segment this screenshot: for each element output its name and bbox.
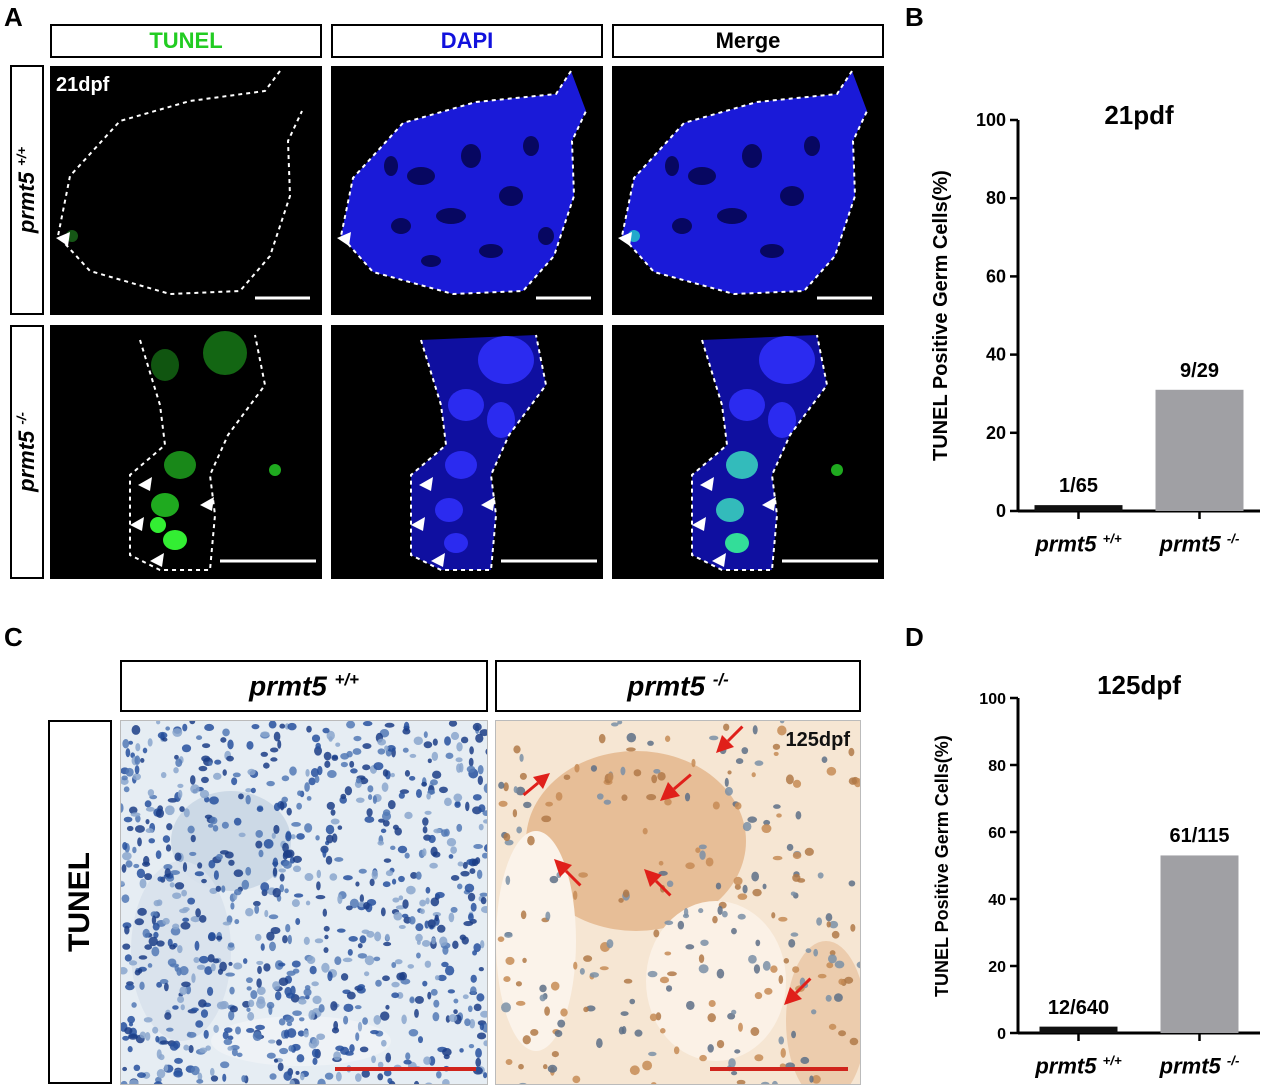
row-label-tunel-ihc-text: TUNEL (63, 852, 96, 952)
row-label-mutant-text: prmt5 -/- (13, 412, 40, 492)
stage-label-125dpf: 125dpf (785, 729, 850, 751)
ihc-image-mutant: 125dpf (495, 720, 861, 1085)
row-label-wildtype: prmt5 +/+ (10, 65, 44, 315)
y-tick-label: 100 (976, 110, 1006, 130)
row-label-tunel-ihc: TUNEL (48, 720, 112, 1084)
column-header-dapi: DAPI (331, 24, 603, 58)
micrograph-merge-wildtype (612, 66, 884, 315)
micrograph-dapi-mutant (331, 325, 603, 579)
red-arrow-icon (660, 773, 692, 801)
bar-0 (1034, 505, 1123, 511)
y-tick-label: 60 (988, 825, 1006, 842)
x-category-label-0: prmt5 +/+ (1035, 1053, 1122, 1079)
chart-svg-1: 0 20 40 60 80 100 (979, 691, 1260, 1043)
y-tick-label: 40 (986, 345, 1006, 365)
x-category-label-1: prmt5 -/- (1159, 1053, 1240, 1079)
chart-21dpf: 0 20 40 60 80 100 1/65 prmt5 +/+ 9/29 prmt5 -/- 21… (920, 90, 1260, 590)
chart-title: 21pdf (1104, 100, 1174, 130)
y-tick-label: 60 (986, 266, 1006, 286)
bar-1 (1160, 855, 1239, 1033)
chart-svg-0: 0 20 40 60 80 100 (976, 110, 1260, 521)
x-category-label-0: prmt5 +/+ (1035, 531, 1122, 557)
red-arrow-icon (716, 725, 744, 753)
bar-label-0: 1/65 (1059, 475, 1098, 498)
ihc-image-wildtype (120, 720, 488, 1085)
y-tick-label: 100 (979, 691, 1006, 708)
bar-label-1: 9/29 (1180, 359, 1219, 382)
x-category-label-1: prmt5 -/- (1159, 531, 1240, 557)
panel-letter-c: C (4, 622, 23, 652)
y-tick-label: 80 (988, 758, 1006, 775)
column-header-merge-text: Merge (715, 28, 781, 53)
column-header-ihc-wildtype-text: prmt5 +/+ (249, 669, 359, 702)
red-arrow-icon (784, 977, 812, 1005)
micrograph-dapi-wildtype (331, 66, 603, 315)
y-axis-label: TUNEL Positive Germ Cells(%) (930, 170, 952, 461)
panel-letter-d: D (905, 622, 924, 652)
micrograph-merge-mutant (612, 325, 884, 579)
stage-label-21dpf: 21dpf (56, 74, 110, 96)
panel-letter-a: A (4, 2, 23, 32)
red-arrow-icon (522, 773, 550, 797)
column-header-merge: Merge (612, 24, 884, 58)
micrograph-tunel-wildtype: 21dpf (50, 66, 322, 315)
y-tick-label: 20 (986, 423, 1006, 443)
row-label-wildtype-text: prmt5 +/+ (13, 146, 40, 234)
bar-label-0: 12/640 (1047, 996, 1110, 1019)
y-tick-label: 80 (986, 188, 1006, 208)
chart-title: 125dpf (1097, 670, 1181, 700)
column-header-tunel-text: TUNEL (149, 28, 223, 53)
column-header-dapi-text: DAPI (440, 28, 494, 53)
red-arrow-icon (644, 869, 672, 897)
row-label-mutant: prmt5 -/- (10, 325, 44, 579)
bar-1 (1155, 389, 1244, 511)
column-header-ihc-wildtype: prmt5 +/+ (120, 660, 488, 712)
chart-125dpf: 0 20 40 60 80 100 12/640 prmt5 +/+ 61/115 prmt5 -… (920, 670, 1260, 1085)
bar-0 (1039, 1026, 1118, 1033)
column-header-ihc-mutant: prmt5 -/- (495, 660, 861, 712)
red-arrow-icon (554, 859, 582, 887)
column-header-tunel: TUNEL (50, 24, 322, 58)
micrograph-tunel-mutant (50, 325, 322, 579)
y-tick-label: 0 (996, 501, 1006, 521)
y-tick-label: 0 (997, 1026, 1006, 1043)
y-axis-label: TUNEL Positive Germ Cells(%) (932, 734, 952, 997)
panel-letter-b: B (905, 2, 924, 32)
y-tick-label: 20 (988, 959, 1006, 976)
column-header-ihc-mutant-text: prmt5 -/- (627, 669, 729, 702)
bar-label-1: 61/115 (1169, 825, 1230, 848)
y-tick-label: 40 (988, 892, 1006, 909)
